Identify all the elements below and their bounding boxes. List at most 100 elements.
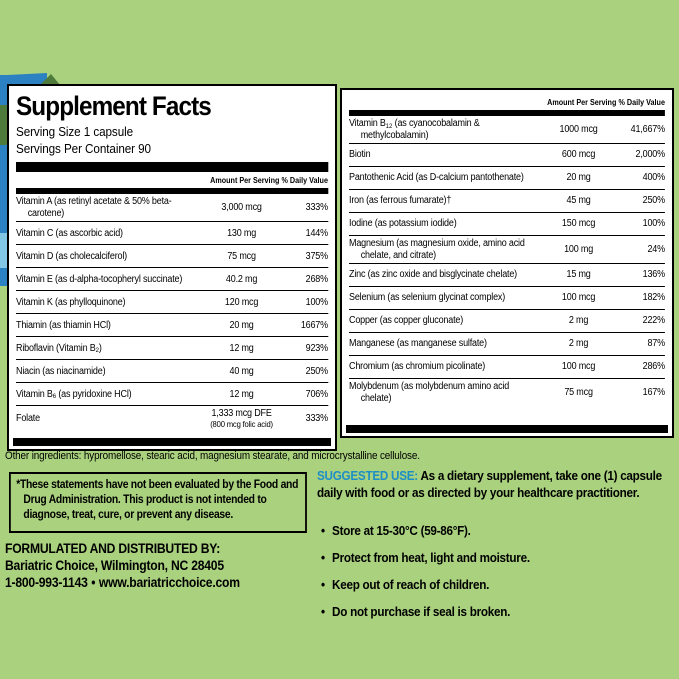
bullet-icon: •	[321, 603, 325, 619]
storage-instruction: • Keep out of reach of children.	[321, 577, 678, 594]
nutrient-daily-value: 182%	[642, 292, 665, 304]
nutrient-amount: 130 mg	[227, 227, 257, 239]
nutrient-row: Vitamin E (as d-alpha-tocopheryl succina…	[16, 268, 328, 292]
nutrient-amount: 150 mcg	[561, 218, 596, 230]
nutrient-row: Vitamin B6 (as pyridoxine HCl) 12 mg 706%	[16, 383, 328, 407]
nutrient-daily-value: 1667%	[300, 319, 328, 331]
nutrient-amount: 1,333 mcg DFE (800 mcg folic acid)	[210, 408, 273, 429]
decor-blue-strip	[0, 75, 9, 286]
nutrient-row: Riboflavin (Vitamin B2) 12 mg 923%	[16, 337, 328, 361]
suggested-use-text: As a dietary supplement, take one (1) ca…	[317, 468, 662, 501]
nutrient-daily-value: 250%	[642, 195, 665, 207]
nutrient-daily-value: 333%	[305, 202, 328, 214]
nutrient-daily-value: 41,667%	[630, 123, 665, 135]
nutrient-amount: 12 mg	[229, 388, 254, 400]
column-header-amount: Amount Per Serving	[210, 176, 280, 186]
nutrient-amount: 45 mg	[566, 195, 591, 207]
distributor-contact: 1-800-993-1143 • www.bariatricchoice.com	[5, 574, 316, 591]
other-ingredients: Other ingredients: hypromellose, stearic…	[5, 450, 420, 462]
storage-instruction-text: Keep out of reach of children.	[332, 576, 490, 592]
distributor-heading: FORMULATED AND DISTRIBUTED BY:	[5, 541, 221, 556]
nutrient-row: Iodine (as potassium iodide) 150 mcg 100%	[349, 213, 665, 236]
nutrient-amount: 75 mcg	[564, 386, 593, 398]
storage-instruction: • Do not purchase if seal is broken.	[321, 604, 678, 621]
nutrient-name: Magnesium (as magnesium oxide, amino aci…	[349, 238, 525, 261]
nutrient-amount: 15 mg	[566, 269, 591, 281]
nutrient-name: Pantothenic Acid (as D-calcium pantothen…	[349, 172, 524, 184]
nutrient-amount: 12 mg	[229, 342, 254, 354]
nutrient-daily-value: 167%	[642, 386, 665, 398]
bullet-icon: •	[321, 549, 325, 565]
nutrient-amount: 2 mg	[568, 338, 589, 350]
fda-disclaimer-box: *These statements have not been evaluate…	[9, 472, 307, 533]
column-headers: Amount Per Serving % Daily Value	[349, 92, 665, 110]
nutrient-row: Molybdenum (as molybdenum amino acid che…	[349, 379, 665, 406]
nutrient-row: Manganese (as manganese sulfate) 2 mg 87%	[349, 333, 665, 356]
storage-instruction-text: Store at 15-30°C (59-86°F).	[332, 523, 471, 538]
divider-bar	[16, 188, 328, 195]
nutrient-name: Iron (as ferrous fumarate)†	[349, 195, 452, 207]
decor-cyan-blob	[0, 233, 8, 268]
distributor-info: FORMULATED AND DISTRIBUTED BY: Bariatric…	[5, 540, 316, 591]
nutrient-amount: 20 mg	[229, 319, 254, 331]
nutrient-row: Vitamin C (as ascorbic acid) 130 mg 144%	[16, 222, 328, 246]
nutrient-daily-value: 136%	[642, 269, 665, 281]
nutrient-name: Molybdenum (as molybdenum amino acid che…	[349, 381, 510, 404]
fda-disclaimer-text: *These statements have not been evaluate…	[16, 479, 299, 521]
storage-instruction-text: Protect from heat, light and moisture.	[332, 549, 530, 565]
nutrient-daily-value: 923%	[305, 342, 328, 354]
nutrient-row: Folate 1,333 mcg DFE (800 mcg folic acid) 3…	[16, 406, 328, 431]
nutrient-daily-value: 144%	[305, 227, 328, 239]
nutrient-amount: 3,000 mcg	[221, 202, 262, 214]
nutrient-amount: 40.2 mg	[225, 273, 258, 285]
nutrient-daily-value: 268%	[305, 273, 328, 285]
nutrient-name: Vitamin B6 (as pyridoxine HCl)	[16, 388, 132, 401]
nutrient-amount: 100 mcg	[561, 292, 596, 304]
nutrient-name: Vitamin E (as d-alpha-tocopheryl succina…	[16, 273, 183, 285]
nutrient-daily-value: 24%	[647, 243, 665, 255]
nutrient-row: Biotin 600 mcg 2,000%	[349, 144, 665, 167]
nutrient-amount: 600 mcg	[561, 149, 596, 161]
column-header-amount: Amount Per Serving	[547, 98, 617, 107]
nutrient-row: Selenium (as selenium glycinat complex) 1…	[349, 287, 665, 310]
nutrient-row: Vitamin A (as retinyl acetate & 50% beta…	[16, 194, 328, 223]
nutrient-daily-value: 333%	[305, 413, 328, 425]
distributor-phone: 1-800-993-1143	[5, 575, 88, 591]
nutrient-daily-value: 706%	[305, 388, 328, 400]
nutrient-row: Niacin (as niacinamide) 40 mg 250%	[16, 360, 328, 384]
storage-instruction-text: Do not purchase if seal is broken.	[332, 603, 511, 619]
nutrient-name: Riboflavin (Vitamin B2)	[16, 342, 102, 355]
nutrient-amount: 100 mg	[564, 243, 594, 255]
column-headers: Amount Per Serving % Daily Value	[16, 172, 328, 188]
nutrient-daily-value: 100%	[305, 296, 328, 308]
divider-bar	[349, 110, 665, 116]
nutrient-amount: 1000 mcg	[559, 123, 598, 135]
nutrient-name: Niacin (as niacinamide)	[16, 365, 106, 377]
suggested-use: SUGGESTED USE: As a dietary supplement, …	[317, 467, 674, 502]
nutrient-name: Vitamin K (as phylloquinone)	[16, 296, 126, 308]
divider-bar	[13, 438, 331, 446]
nutrient-table-right: Vitamin B12 (as cyanocobalamin & methylc…	[349, 116, 665, 406]
decor-leaf-shape	[40, 74, 60, 85]
suggested-use-label: SUGGESTED USE:	[317, 468, 418, 483]
nutrient-name: Copper (as copper gluconate)	[349, 315, 464, 327]
nutrient-row: Chromium (as chromium picolinate) 100 mcg…	[349, 356, 665, 379]
nutrient-name: Zinc (as zinc oxide and bisglycinate che…	[349, 269, 517, 281]
nutrient-row: Iron (as ferrous fumarate)† 45 mg 250%	[349, 190, 665, 213]
supplement-facts-panel-left: Supplement Facts Serving Size 1 capsule …	[7, 84, 337, 451]
nutrient-name: Selenium (as selenium glycinat complex)	[349, 292, 506, 304]
column-header-daily-value: % Daily Value	[281, 176, 328, 186]
nutrient-row: Zinc (as zinc oxide and bisglycinate che…	[349, 264, 665, 287]
bullet-icon: •	[91, 575, 96, 591]
nutrient-name: Thiamin (as thiamin HCl)	[16, 319, 111, 331]
nutrient-amount: 100 mcg	[561, 361, 596, 373]
bullet-icon: •	[321, 523, 325, 538]
nutrient-daily-value: 375%	[305, 250, 328, 262]
nutrient-row: Vitamin K (as phylloquinone) 120 mcg 100%	[16, 291, 328, 315]
nutrient-name: Chromium (as chromium picolinate)	[349, 361, 486, 373]
nutrient-daily-value: 250%	[305, 365, 328, 377]
decor-olive-blob	[0, 105, 9, 145]
nutrient-amount: 20 mg	[566, 172, 591, 184]
distributor-address: Bariatric Choice, Wilmington, NC 28405	[5, 558, 224, 574]
